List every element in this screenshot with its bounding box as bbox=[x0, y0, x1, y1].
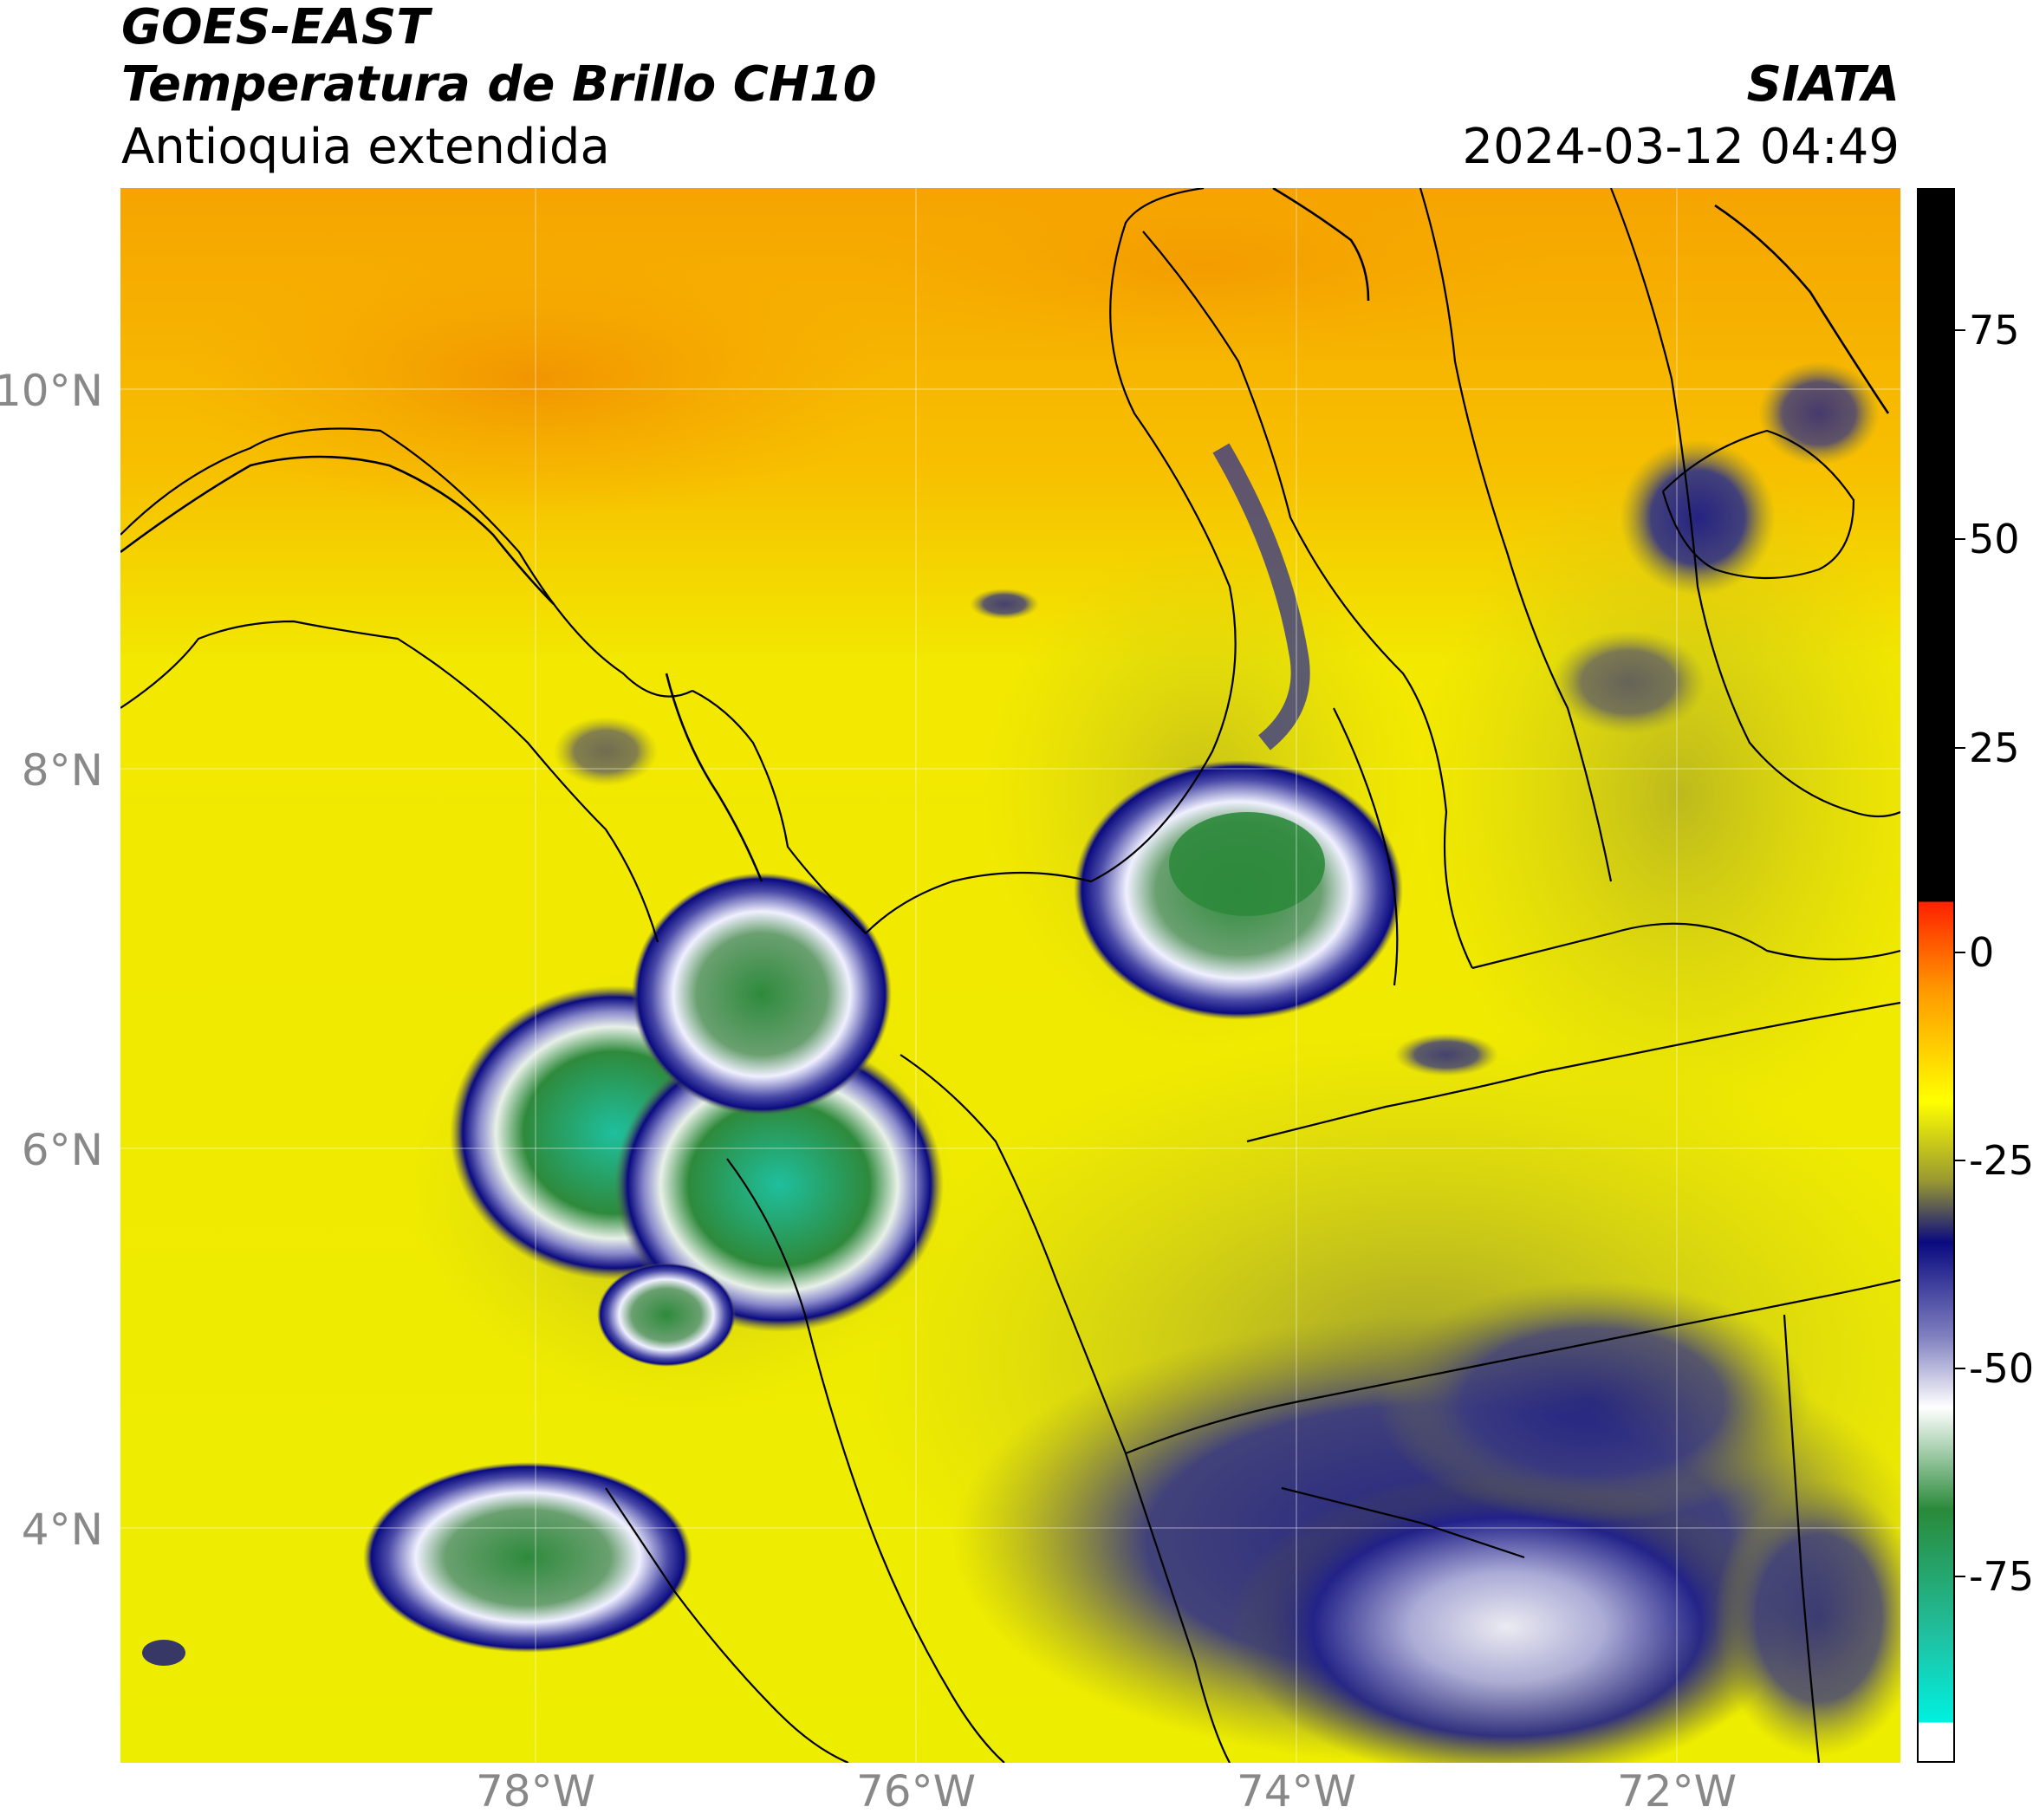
organization-label: SIATA bbox=[1746, 56, 1900, 113]
colorbar-label: 50 bbox=[1969, 516, 2020, 562]
lat-label-10n: 10°N bbox=[0, 366, 103, 416]
colorbar-label: 0 bbox=[1969, 929, 1995, 976]
colorbar-tick bbox=[1955, 538, 1965, 540]
lon-label-74w: 74°W bbox=[1236, 1766, 1357, 1817]
colorbar-label: -25 bbox=[1969, 1137, 2033, 1184]
colorbar-label: -75 bbox=[1969, 1553, 2033, 1600]
satellite-map[interactable] bbox=[120, 188, 1900, 1763]
lat-label-8n: 8°N bbox=[21, 745, 103, 796]
lat-label-6n: 6°N bbox=[21, 1125, 103, 1175]
title-satellite: GOES-EAST bbox=[121, 0, 430, 55]
subtitle-region: Antioquia extendida bbox=[121, 119, 610, 175]
colorbar-tick bbox=[1955, 1576, 1965, 1577]
boundary-lines bbox=[120, 188, 1900, 1763]
colorbar-label: 75 bbox=[1969, 307, 2020, 354]
lon-label-72w: 72°W bbox=[1616, 1766, 1737, 1817]
lat-label-4n: 4°N bbox=[21, 1505, 103, 1555]
colorbar-label: -50 bbox=[1969, 1345, 2033, 1392]
coastline bbox=[120, 188, 1890, 882]
colorbar-tick bbox=[1955, 1160, 1965, 1161]
colorbar-tick bbox=[1955, 1368, 1965, 1369]
colorbar-tick bbox=[1955, 329, 1965, 331]
colorbar bbox=[1917, 188, 1955, 1763]
title-product: Temperatura de Brillo CH10 bbox=[121, 56, 877, 113]
colorbar-label: 25 bbox=[1969, 725, 2020, 771]
lon-label-78w: 78°W bbox=[475, 1766, 596, 1817]
grid-lines bbox=[120, 188, 1900, 1763]
lon-label-76w: 76°W bbox=[855, 1766, 977, 1817]
datetime-label: 2024-03-12 04:49 bbox=[1462, 119, 1900, 175]
colorbar-tick bbox=[1955, 747, 1965, 749]
colorbar-tick bbox=[1955, 952, 1965, 953]
